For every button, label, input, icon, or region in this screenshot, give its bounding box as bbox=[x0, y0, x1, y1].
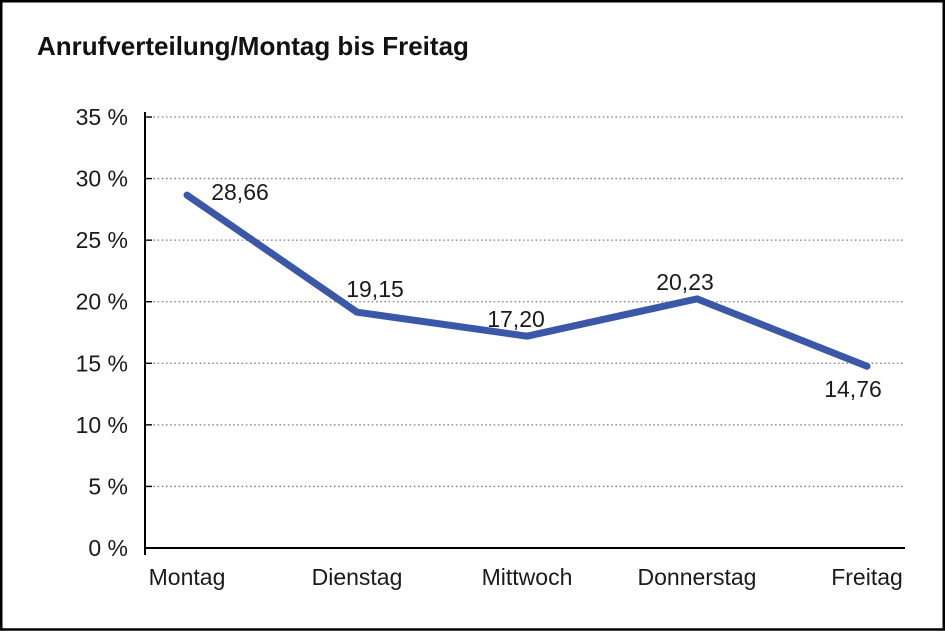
series-group bbox=[183, 191, 871, 370]
value-label: 28,66 bbox=[211, 179, 269, 205]
value-label: 14,76 bbox=[824, 376, 882, 402]
y-ticks-group bbox=[145, 116, 152, 488]
y-tick-label: 0 % bbox=[88, 535, 128, 561]
axes-group bbox=[144, 112, 905, 555]
x-tick-label: Dienstag bbox=[312, 564, 403, 590]
x-tick-label: Donnerstag bbox=[638, 564, 757, 590]
y-tick-label: 10 % bbox=[76, 412, 128, 438]
x-tick-label: Freitag bbox=[831, 564, 903, 590]
gridlines-group bbox=[145, 116, 905, 488]
value-label: 19,15 bbox=[346, 276, 404, 302]
y-tick-label: 5 % bbox=[88, 473, 128, 499]
chart-title: Anrufverteilung/Montag bis Freitag bbox=[37, 31, 469, 61]
series-line bbox=[183, 191, 871, 370]
y-tick-label: 20 % bbox=[76, 289, 128, 315]
x-tick-label: Mittwoch bbox=[482, 564, 573, 590]
value-label: 20,23 bbox=[656, 269, 714, 295]
x-tick-label: Montag bbox=[149, 564, 226, 590]
y-tick-labels-group: 0 % 5 % 10 % 15 % 20 % 25 % 30 % 35 % bbox=[76, 104, 128, 561]
value-labels-group: 28,66 19,15 17,20 20,23 14,76 bbox=[211, 179, 882, 402]
y-tick-label: 35 % bbox=[76, 104, 128, 130]
y-tick-label: 30 % bbox=[76, 166, 128, 192]
y-tick-label: 15 % bbox=[76, 350, 128, 376]
y-tick-label: 25 % bbox=[76, 227, 128, 253]
value-label: 17,20 bbox=[487, 306, 545, 332]
x-tick-labels-group: Montag Dienstag Mittwoch Donnerstag Freitag bbox=[149, 564, 903, 590]
